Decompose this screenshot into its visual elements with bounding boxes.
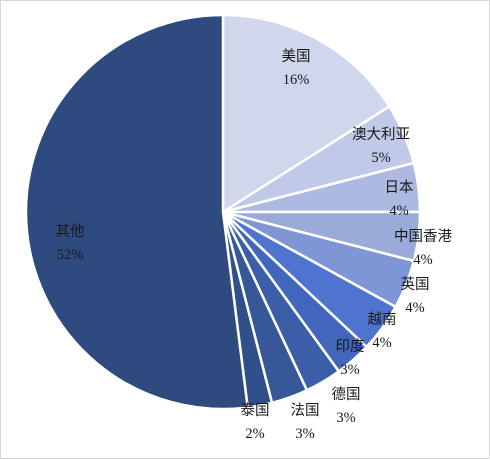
slice-value-hongkong: 4%	[413, 252, 432, 268]
slice-value-india: 3%	[340, 362, 359, 378]
slice-label-uk: 英国	[401, 275, 430, 293]
slice-value-uk: 4%	[405, 300, 424, 316]
slice-value-australia: 5%	[371, 150, 390, 166]
slice-value-vietnam: 4%	[372, 335, 391, 351]
slice-label-india: 印度	[336, 338, 365, 355]
slice-value-other: 52%	[57, 247, 84, 263]
slice-label-thailand: 泰国	[241, 402, 270, 419]
slice-label-vietnam: 越南	[368, 311, 397, 328]
slice-label-japan: 日本	[385, 179, 414, 196]
slice-label-france: 法国	[291, 402, 320, 419]
slice-value-japan: 4%	[389, 203, 408, 219]
slice-value-thailand: 2%	[245, 426, 264, 442]
slice-label-hongkong: 中国香港	[394, 228, 452, 245]
slice-label-other: 其他	[56, 223, 85, 240]
slice-value-us: 16%	[283, 72, 310, 88]
pie-slice-other	[24, 13, 249, 411]
pie-slice-us	[221, 13, 391, 214]
slice-value-germany: 3%	[336, 410, 355, 426]
slice-label-australia: 澳大利亚	[352, 126, 410, 143]
slice-value-france: 3%	[295, 426, 314, 442]
slice-label-us: 美国	[282, 48, 311, 65]
slice-label-germany: 德国	[332, 386, 361, 403]
